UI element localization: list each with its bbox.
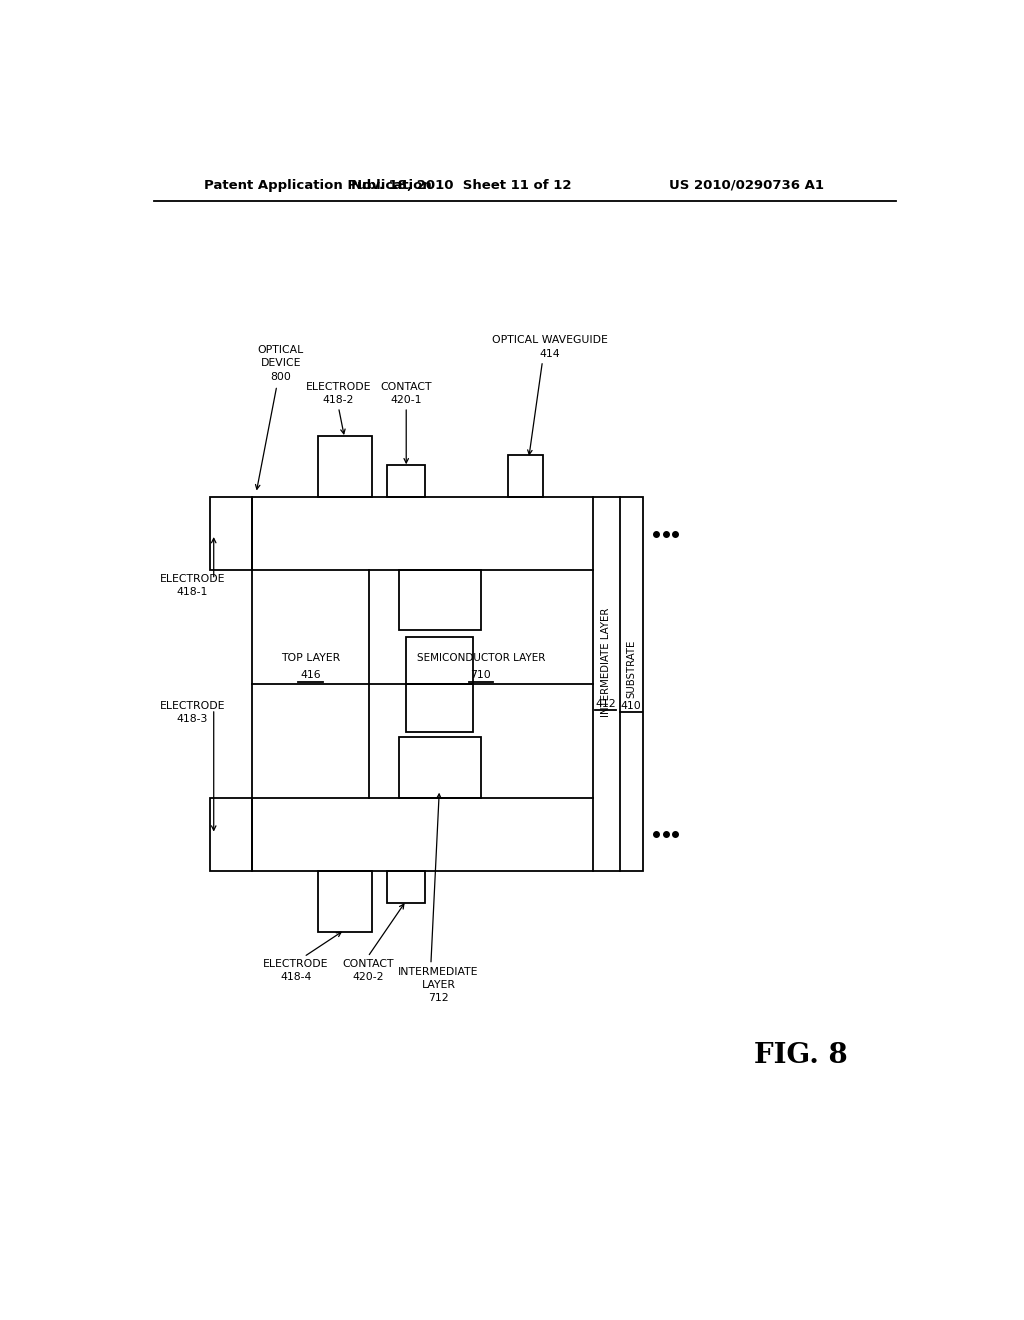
Text: OPTICAL
DEVICE
800: OPTICAL DEVICE 800 bbox=[258, 346, 304, 381]
Text: SEMICONDUCTOR LAYER: SEMICONDUCTOR LAYER bbox=[417, 653, 545, 663]
Text: US 2010/0290736 A1: US 2010/0290736 A1 bbox=[669, 178, 823, 191]
Bar bbox=[252, 498, 643, 871]
Bar bbox=[407, 684, 473, 733]
Text: OPTICAL WAVEGUIDE
414: OPTICAL WAVEGUIDE 414 bbox=[493, 335, 608, 359]
Text: SUBSTRATE: SUBSTRATE bbox=[626, 640, 636, 698]
Bar bbox=[398, 570, 481, 631]
Bar bbox=[508, 455, 543, 498]
Text: CONTACT
420-2: CONTACT 420-2 bbox=[342, 960, 393, 982]
Bar bbox=[387, 871, 425, 903]
Text: ELECTRODE
418-3: ELECTRODE 418-3 bbox=[160, 701, 225, 725]
Text: INTERMEDIATE
LAYER
712: INTERMEDIATE LAYER 712 bbox=[398, 966, 479, 1003]
Text: 710: 710 bbox=[471, 671, 492, 680]
Bar bbox=[407, 636, 473, 684]
Bar bbox=[210, 797, 252, 871]
Text: 410: 410 bbox=[621, 701, 641, 711]
Bar bbox=[318, 871, 372, 932]
Bar bbox=[398, 738, 481, 797]
Text: CONTACT
420-1: CONTACT 420-1 bbox=[381, 381, 432, 405]
Text: Patent Application Publication: Patent Application Publication bbox=[204, 178, 431, 191]
Text: Nov. 18, 2010  Sheet 11 of 12: Nov. 18, 2010 Sheet 11 of 12 bbox=[351, 178, 572, 191]
Bar bbox=[387, 465, 425, 498]
Text: 412: 412 bbox=[595, 698, 616, 709]
Text: 416: 416 bbox=[300, 671, 322, 680]
Text: ELECTRODE
418-2: ELECTRODE 418-2 bbox=[306, 381, 372, 405]
Bar bbox=[318, 436, 372, 498]
Text: ELECTRODE
418-4: ELECTRODE 418-4 bbox=[263, 960, 329, 982]
Text: ELECTRODE
418-1: ELECTRODE 418-1 bbox=[160, 574, 225, 598]
Text: INTERMEDIATE LAYER: INTERMEDIATE LAYER bbox=[601, 609, 610, 718]
Text: TOP LAYER: TOP LAYER bbox=[282, 653, 340, 663]
Text: FIG. 8: FIG. 8 bbox=[754, 1041, 847, 1069]
Bar bbox=[210, 498, 252, 570]
